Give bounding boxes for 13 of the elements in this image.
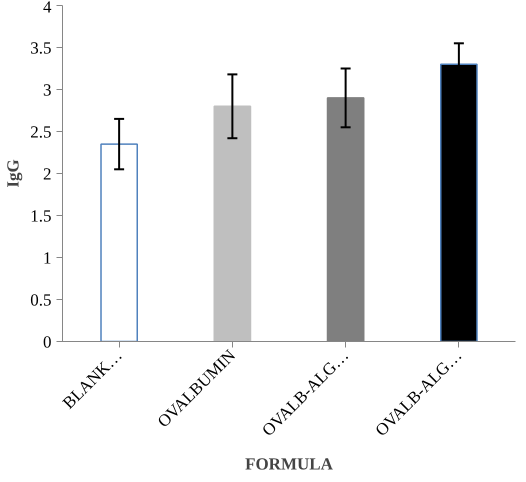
bar — [100, 143, 138, 342]
y-tick-label: 3.5 — [30, 38, 52, 58]
y-tick-label: 2 — [43, 164, 52, 184]
y-tick-label: 0 — [43, 332, 52, 352]
bar — [214, 106, 252, 342]
y-axis-title: IgG — [3, 159, 22, 188]
y-tick-label: 4 — [43, 0, 52, 16]
y-tick-label: 0.5 — [30, 290, 52, 310]
y-tick-label: 1.5 — [30, 206, 52, 226]
y-tick-label: 2.5 — [30, 122, 52, 142]
y-tick-label: 3 — [43, 80, 52, 100]
x-axis-title: FORMULA — [245, 454, 334, 474]
y-tick-label: 1 — [43, 248, 52, 268]
